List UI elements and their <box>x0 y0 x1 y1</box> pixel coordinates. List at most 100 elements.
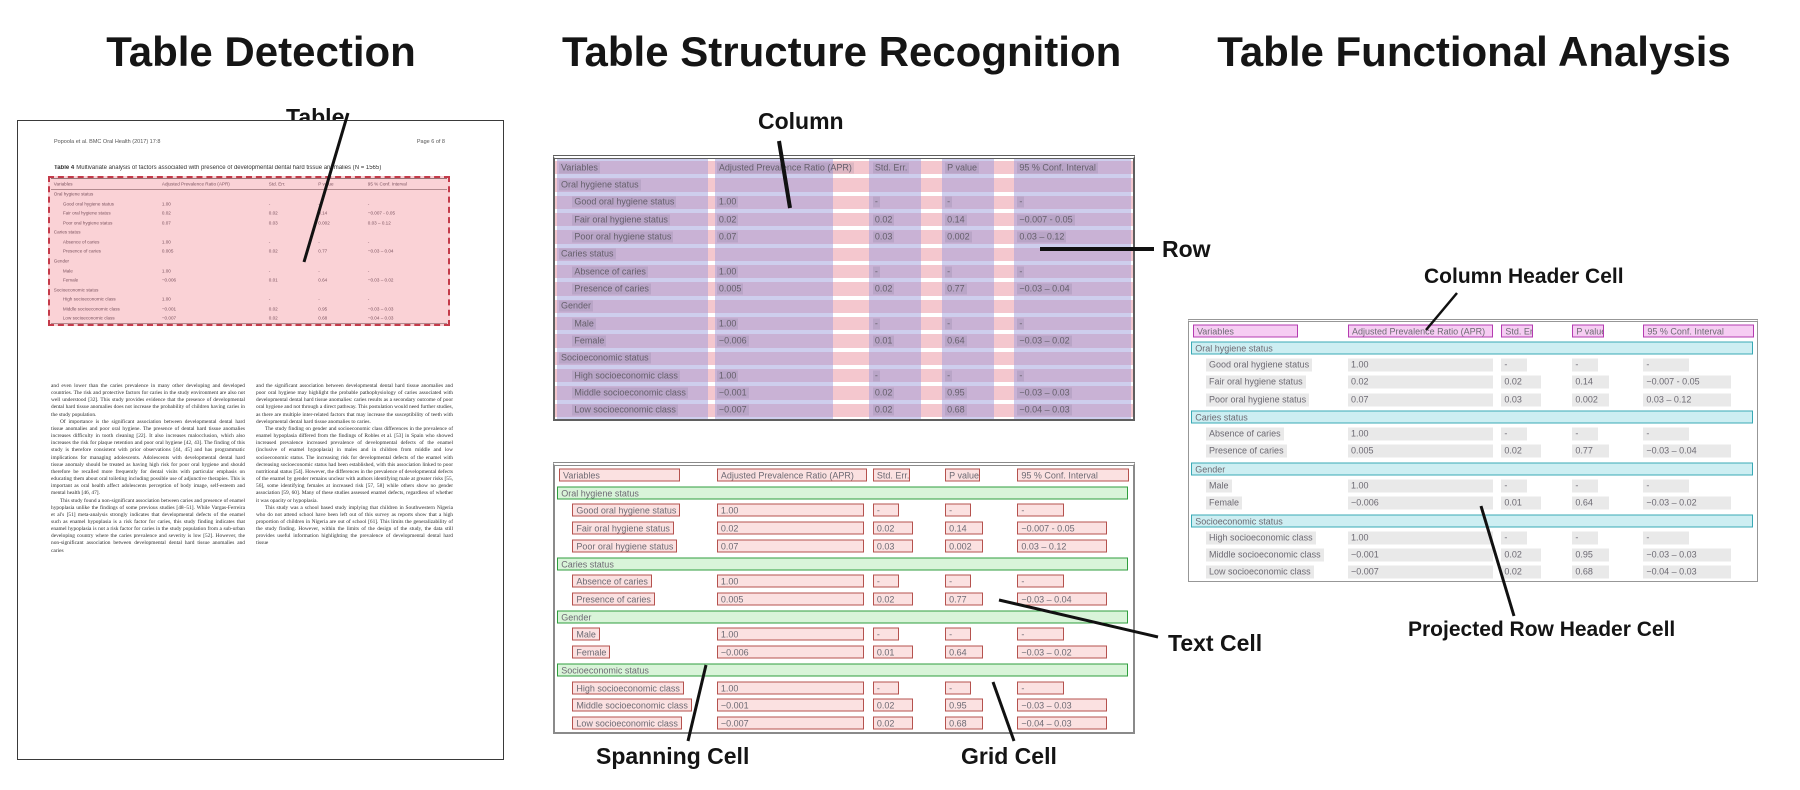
table-cell: - <box>945 503 972 517</box>
table-cell: Poor oral hygiene status <box>1206 393 1310 407</box>
spanning-header-cell: Socioeconomic status <box>1191 514 1754 528</box>
table-cell: −0.007 - 0.05 <box>1017 214 1075 226</box>
functional-analysis-table: Variables Adjusted Prevalence Ratio (APR)… <box>1188 319 1758 582</box>
table-cell: −0.03 – 0.02 <box>1643 496 1732 510</box>
table-caption: Table 4 Multivariate analysis of factors … <box>54 165 450 171</box>
table-cell: Good oral hygiene status <box>572 196 677 208</box>
table-cell: - <box>872 370 880 382</box>
table-cell: 0.01 <box>268 277 278 283</box>
document-header-citation: Popoola et al. BMC Oral Health (2017) 17… <box>54 139 161 145</box>
table-data-row: Female −0.006 0.01 0.64 −0.03 – 0.02 <box>1189 495 1757 512</box>
table-cell: 0.03 – 0.12 <box>367 220 391 226</box>
panel-title-structure-recognition: Table Structure Recognition <box>562 28 1122 75</box>
table-cell: Middle socioeconomic class <box>1206 548 1324 562</box>
table-cell: 0.07 <box>716 539 865 553</box>
section-header-row: Gender <box>51 256 447 266</box>
table-cell: 0.01 <box>872 645 914 659</box>
table-cell: Absence of caries <box>572 266 648 278</box>
table-cell: High socioeconomic class <box>1206 531 1316 545</box>
table-cell: 0.02 <box>268 305 278 311</box>
table-detection-bounding-box <box>48 176 450 326</box>
table-cell: - <box>1572 358 1598 372</box>
table-cell: - <box>1572 531 1598 545</box>
column-band <box>557 159 708 419</box>
table-cell: - <box>268 267 271 273</box>
spanning-header-cell: Caries status <box>53 229 81 235</box>
table-cell: Male <box>572 627 600 641</box>
table-cell: 0.64 <box>1572 496 1610 510</box>
table-cell: 1.00 <box>716 503 865 517</box>
structure-cells-table: Variables Adjusted Prevalence Ratio (APR)… <box>553 462 1135 734</box>
table-cell: −0.04 – 0.03 <box>1017 404 1072 416</box>
table-cell: 0.02 <box>872 283 895 295</box>
column-header-cell: Adjusted Prevalence Ratio (APR) <box>716 468 868 482</box>
table-cell: - <box>1572 479 1598 493</box>
table-cell: Absence of caries <box>1206 427 1284 441</box>
column-header-cell: Variables <box>559 162 600 174</box>
table-cell: - <box>1017 370 1025 382</box>
table-header-row: Variables Adjusted Prevalence Ratio (APR)… <box>555 466 1133 484</box>
table-cell: 0.002 <box>945 539 983 553</box>
column-band <box>714 159 833 419</box>
table-cell: 1.00 <box>161 201 171 207</box>
table-cell: - <box>1017 266 1025 278</box>
table-cell: Female <box>572 335 607 347</box>
table-cell: −0.007 <box>161 315 177 321</box>
table-cell: −0.007 <box>716 716 865 730</box>
panel-title-functional-analysis: Table Functional Analysis <box>1217 28 1731 75</box>
table-cell: −0.03 – 0.04 <box>1017 283 1072 295</box>
table-cell: - <box>1501 427 1527 441</box>
column-header-cell: Adjusted Prevalence Ratio (APR) <box>1348 324 1493 338</box>
table-cell: 0.03 <box>872 539 914 553</box>
table-cell: −0.03 – 0.02 <box>367 277 394 283</box>
callout-column-header-cell: Column Header Cell <box>1424 265 1624 288</box>
table-cell: - <box>945 196 953 208</box>
column-header-cell: P value <box>1572 324 1604 338</box>
table-cell: 0.005 <box>1348 444 1493 458</box>
spanning-header-cell: Gender <box>559 300 594 312</box>
table-cell: Fair oral hygiene status <box>1206 375 1306 389</box>
section-header-row: Oral hygiene status <box>1189 339 1757 356</box>
table-cell: 0.02 <box>872 716 914 730</box>
table-cell: 0.02 <box>1501 375 1542 389</box>
table-cell: 1.00 <box>716 266 739 278</box>
table-cell: High socioeconomic class <box>572 370 680 382</box>
table-data-row: Low socioeconomic class −0.007 0.02 0.68 −0.… <box>51 313 447 324</box>
table-cell: −0.03 – 0.03 <box>1017 387 1072 399</box>
table-cell: Good oral hygiene status <box>572 503 681 517</box>
table-data-row: High socioeconomic class 1.00- - - <box>1189 529 1757 546</box>
table-cell: Middle socioeconomic class <box>62 305 120 311</box>
table-cell: - <box>872 196 880 208</box>
table-cell: Fair oral hygiene status <box>572 521 674 535</box>
spanning-header-cell: Oral hygiene status <box>559 179 641 191</box>
table-cell: 0.02 <box>268 315 278 321</box>
table-cell: 0.95 <box>318 305 328 311</box>
callout-row: Row <box>1162 236 1211 262</box>
table-cell: −0.03 – 0.03 <box>1017 698 1107 712</box>
table-caption-text: Multivariate analysis of factors associa… <box>76 165 382 171</box>
table-cell: 1.00 <box>716 681 865 695</box>
column-header-cell: Std. Err. <box>872 468 911 482</box>
body-paragraph: and even lower than the caries prevalenc… <box>51 383 245 418</box>
table-cell: - <box>1017 318 1025 330</box>
spanning-header-cell: Oral hygiene status <box>557 486 1128 500</box>
table-cell: Poor oral hygiene status <box>572 539 678 553</box>
table-cell: 0.03 <box>268 220 278 226</box>
table-cell: 0.14 <box>1572 375 1610 389</box>
table-cell: Male <box>572 318 596 330</box>
table-cell: 0.002 <box>945 231 972 243</box>
table-cell: 0.03 <box>1501 393 1542 407</box>
table-cell: −0.006 <box>716 645 865 659</box>
table-cell: - <box>367 201 370 207</box>
table-cell: 0.02 <box>1501 444 1542 458</box>
column-header-cell: Std. Err. <box>268 181 286 187</box>
table-cell: −0.001 <box>161 305 177 311</box>
table-cell: −0.03 – 0.02 <box>1017 645 1107 659</box>
table-cell: - <box>1643 531 1689 545</box>
table-cell: Low socioeconomic class <box>572 404 678 416</box>
table-cell: 1.00 <box>716 574 865 588</box>
section-header-row: Oral hygiene status <box>51 190 447 200</box>
table-cell: 0.002 <box>1572 393 1610 407</box>
table-cell: 0.03 – 0.12 <box>1017 539 1107 553</box>
